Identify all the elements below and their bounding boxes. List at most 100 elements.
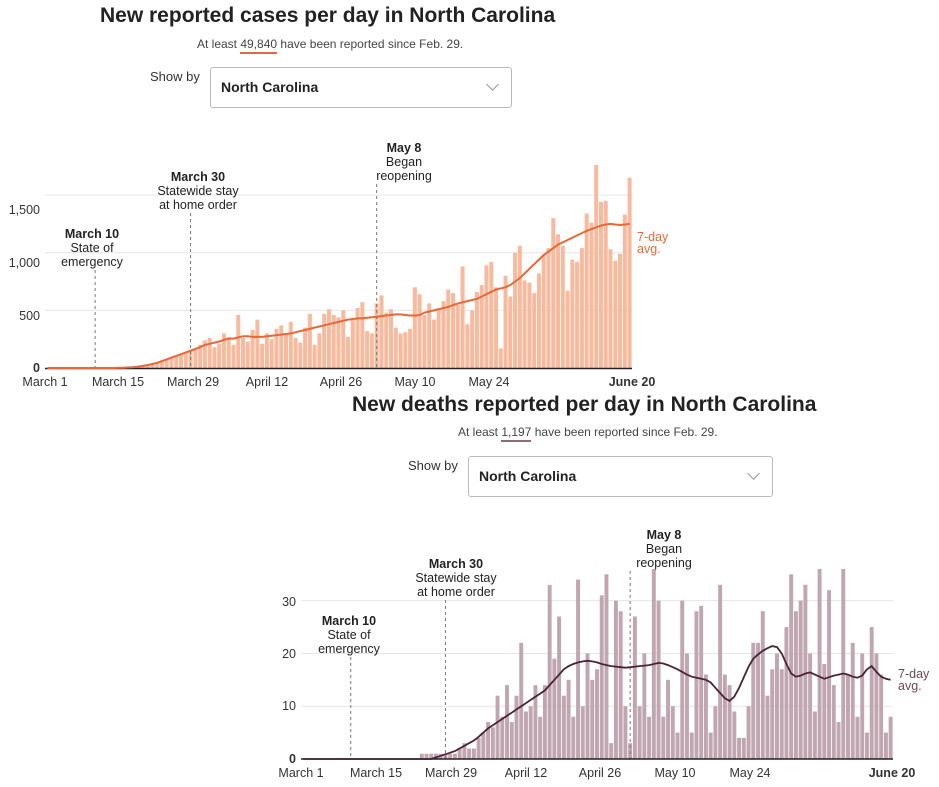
cases-bar: [465, 324, 470, 368]
deaths-bar: [827, 590, 832, 759]
deaths-bar: [808, 653, 813, 759]
deaths-x-tick: April 12: [505, 766, 547, 780]
deaths-bar: [722, 674, 727, 759]
deaths-bar: [831, 685, 836, 759]
cases-bar: [317, 333, 322, 368]
cases-bar: [350, 319, 355, 368]
cases-bar: [202, 340, 207, 368]
cases-show-by-label: Show by: [150, 69, 200, 84]
cases-event-lines: [94, 184, 378, 368]
deaths-subtitle: At least 1,197 have been reported since …: [458, 425, 718, 442]
deaths-bar: [528, 706, 533, 759]
cases-bar: [322, 313, 327, 368]
cases-bar: [608, 249, 613, 368]
deaths-bar: [784, 627, 789, 759]
deaths-bar: [642, 653, 647, 759]
deaths-bar: [666, 679, 671, 759]
cases-avg-label-line: 7-day: [637, 230, 669, 244]
cases-bar: [622, 214, 627, 368]
deaths-bar: [595, 669, 599, 759]
deaths-bar: [822, 664, 827, 759]
deaths-region-select[interactable]: North Carolina: [468, 456, 773, 497]
cases-bar: [303, 327, 308, 368]
cases-bar: [398, 333, 403, 368]
cases-y-tick: 0: [33, 361, 40, 375]
deaths-total: 1,197: [501, 425, 532, 442]
deaths-bar: [457, 748, 462, 759]
deaths-avg-label: 7-day avg.: [898, 667, 930, 693]
cases-bar: [408, 328, 413, 368]
cases-bars: [131, 165, 632, 368]
cases-y-tick: 1,000: [9, 256, 40, 270]
deaths-bar: [789, 574, 794, 759]
cases-annotation-text: Began: [386, 155, 422, 169]
deaths-bar: [874, 653, 879, 759]
deaths-bar: [632, 616, 637, 759]
deaths-bar: [779, 669, 784, 759]
deaths-bar: [476, 737, 481, 759]
cases-subtitle: At least 49,840 have been reported since…: [197, 37, 464, 54]
deaths-bar: [571, 716, 576, 759]
cases-x-tick: March 29: [167, 375, 219, 389]
deaths-bar: [685, 653, 689, 759]
deaths-bar: [623, 706, 628, 759]
cases-bar: [575, 261, 580, 368]
cases-subtitle-suffix: have been reported since Feb. 29.: [280, 37, 464, 51]
deaths-bar: [732, 711, 737, 759]
deaths-y-tick-labels: 0 10 20 30: [282, 595, 296, 766]
cases-bar: [403, 332, 408, 368]
cases-annotation-text: reopening: [376, 169, 432, 183]
deaths-bar: [533, 685, 538, 759]
cases-region-value: North Carolina: [221, 79, 319, 95]
deaths-bar: [590, 679, 595, 759]
cases-annotations: March 10 State of emergency March 30 Sta…: [61, 141, 432, 269]
deaths-annotation-text: Began: [646, 542, 682, 556]
cases-bar: [494, 287, 498, 368]
cases-bar: [431, 319, 436, 368]
deaths-bar: [434, 753, 438, 759]
cases-bar: [389, 309, 393, 368]
cases-bar: [594, 165, 599, 368]
deaths-bar: [452, 753, 457, 759]
deaths-bar: [547, 584, 552, 759]
cases-bar: [298, 342, 303, 368]
cases-bar: [417, 294, 422, 368]
deaths-chart: 0 10 20 30 March 1 March 15 March 29 Apr…: [278, 528, 930, 780]
cases-bar: [140, 366, 145, 368]
deaths-bar: [561, 695, 566, 759]
cases-bar: [422, 314, 427, 368]
cases-bar: [517, 245, 522, 368]
deaths-bar: [424, 753, 429, 759]
cases-bar: [541, 255, 546, 368]
cases-bar: [293, 338, 298, 368]
deaths-y-tick: 20: [282, 647, 296, 661]
cases-bar: [556, 234, 561, 368]
cases-bar: [532, 293, 537, 368]
deaths-bar: [708, 732, 713, 759]
deaths-bar: [694, 611, 699, 759]
cases-annotation-text: at home order: [159, 198, 237, 212]
deaths-bar: [680, 600, 685, 759]
cases-annotation-title: March 10: [65, 227, 119, 241]
deaths-bar: [462, 743, 467, 759]
cases-bar: [288, 321, 293, 368]
cases-bar: [479, 284, 484, 368]
cases-bar: [603, 200, 608, 368]
cases-bar: [174, 356, 179, 368]
deaths-bar: [803, 584, 808, 759]
deaths-bar: [770, 669, 775, 759]
cases-bar: [427, 303, 432, 368]
cases-bar: [260, 343, 265, 368]
cases-bar: [279, 325, 284, 368]
deaths-x-tick: March 15: [350, 766, 402, 780]
cases-bar: [231, 344, 236, 368]
cases-x-tick: March 15: [92, 375, 144, 389]
deaths-annotation-title: May 8: [647, 528, 682, 542]
deaths-annotations: March 10 State of emergency March 30 Sta…: [318, 528, 692, 656]
deaths-bar: [448, 753, 453, 759]
cases-avg-label-line: avg.: [637, 242, 661, 256]
cases-bar: [207, 338, 212, 368]
cases-bar: [489, 261, 494, 368]
cases-region-select[interactable]: North Carolina: [210, 67, 512, 108]
cases-bar: [527, 282, 532, 368]
